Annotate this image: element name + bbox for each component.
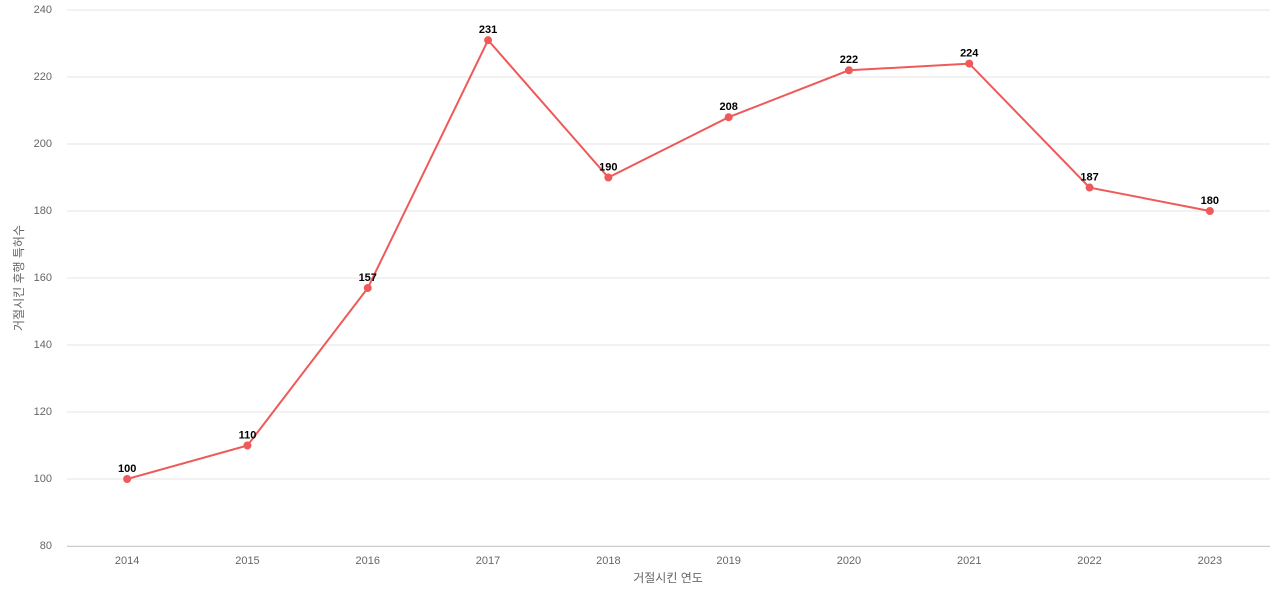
point xyxy=(844,66,853,75)
x-tick-label: 2017 xyxy=(476,555,500,567)
point xyxy=(604,173,613,182)
point xyxy=(363,284,372,293)
value-label: 110 xyxy=(239,429,257,441)
x-tick-label: 2016 xyxy=(356,555,380,567)
x-tick-label: 2015 xyxy=(235,555,259,567)
y-tick-label: 120 xyxy=(34,406,52,418)
y-tick-label: 140 xyxy=(34,339,52,351)
x-axis-title: 거절시킨 연도 xyxy=(633,571,703,585)
value-label: 100 xyxy=(118,463,136,475)
value-label: 190 xyxy=(599,161,617,173)
y-tick-label: 180 xyxy=(34,205,52,217)
point xyxy=(243,441,252,450)
y-axis-title: 거절시킨 후행 특허수 xyxy=(11,225,26,331)
x-tick-label: 2018 xyxy=(596,555,620,567)
y-tick-label: 80 xyxy=(40,540,52,552)
value-label: 157 xyxy=(359,272,377,284)
y-tick-label: 200 xyxy=(34,138,52,150)
point xyxy=(484,36,493,45)
value-label: 224 xyxy=(960,48,979,60)
x-tick-label: 2019 xyxy=(716,555,740,567)
value-label: 187 xyxy=(1080,171,1098,183)
point xyxy=(965,59,974,68)
y-tick-label: 220 xyxy=(34,71,52,83)
y-tick-label: 100 xyxy=(34,473,52,485)
x-tick-label: 2023 xyxy=(1198,555,1222,567)
value-label: 208 xyxy=(719,101,737,113)
point xyxy=(1205,207,1214,215)
point xyxy=(1085,183,1094,192)
x-tick-label: 2014 xyxy=(115,555,139,567)
value-label: 231 xyxy=(479,24,497,36)
x-tick-label: 2022 xyxy=(1077,555,1101,567)
x-tick-label: 2021 xyxy=(957,555,981,567)
line xyxy=(126,38,1211,480)
x-tick-label: 2020 xyxy=(837,555,861,567)
y-tick-label: 160 xyxy=(34,272,52,284)
value-label: 180 xyxy=(1201,195,1219,207)
value-label: 222 xyxy=(840,54,858,66)
point xyxy=(123,475,132,483)
y-tick-label: 240 xyxy=(34,4,52,16)
point xyxy=(724,113,733,122)
